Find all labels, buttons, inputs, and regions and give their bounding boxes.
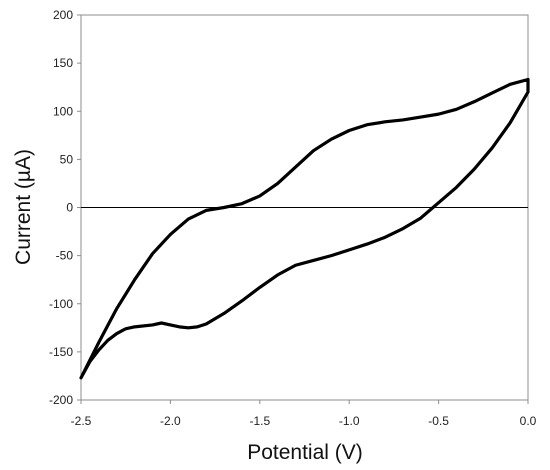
axes-layer xyxy=(77,14,529,404)
y-tick-label: -100 xyxy=(49,297,73,311)
x-tick-label: -1.0 xyxy=(339,414,360,428)
y-tick-label: 0 xyxy=(66,201,73,215)
x-tick-label: -1.5 xyxy=(249,414,270,428)
tick-labels: 200 150 100 50 0 -50 -100 -150 -200 -2.5 -2.0 -1.5 -… xyxy=(49,8,537,428)
x-tick-label: -2.5 xyxy=(71,414,92,428)
y-tick-label: -50 xyxy=(56,249,74,263)
y-tick-label: -200 xyxy=(49,393,73,407)
y-tick-label: 150 xyxy=(53,56,73,70)
x-tick-label: -0.5 xyxy=(428,414,449,428)
y-tick-label: 200 xyxy=(53,8,73,22)
x-axis-title: Potential (V) xyxy=(247,441,363,464)
y-tick-label: -150 xyxy=(49,345,73,359)
y-axis-title: Current (µA) xyxy=(12,149,35,265)
y-tick-label: 50 xyxy=(60,152,74,166)
x-tick-label: 0.0 xyxy=(520,414,537,428)
x-tick-label: -2.0 xyxy=(160,414,181,428)
series-layer xyxy=(79,77,530,380)
series-line-1 xyxy=(79,77,530,380)
y-tick-label: 100 xyxy=(53,104,73,118)
